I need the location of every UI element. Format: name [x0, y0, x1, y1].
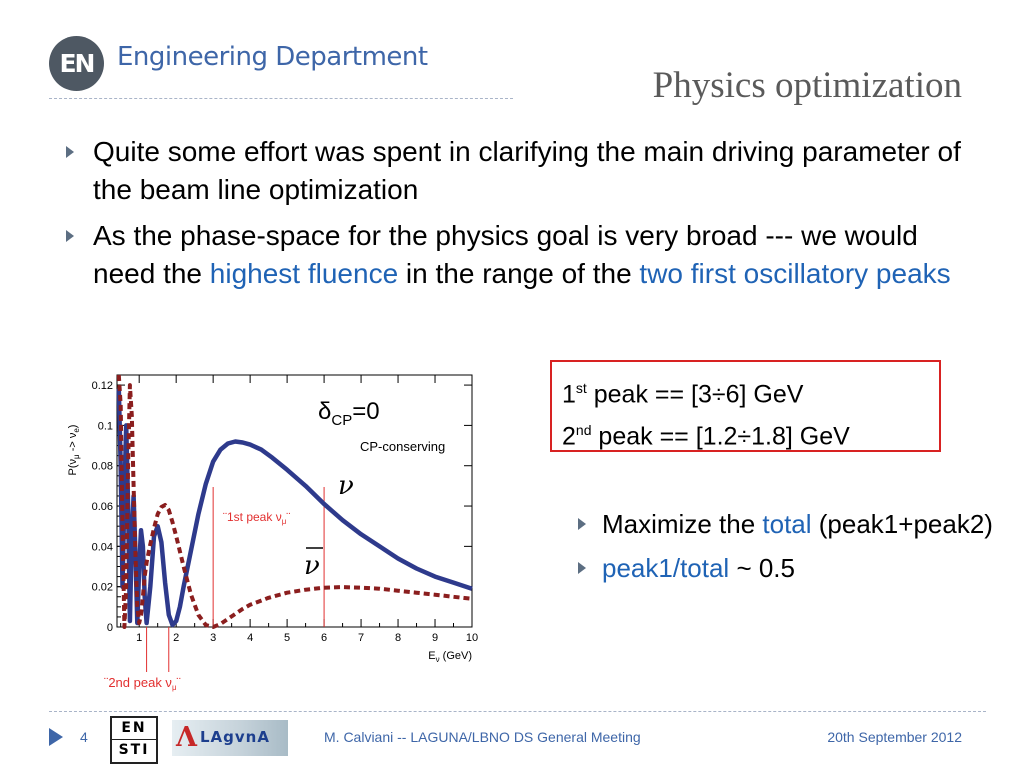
bullet-arrow-icon	[578, 518, 586, 530]
bullet-item: peak1/total ~ 0.5	[574, 550, 994, 586]
bullet-text: in the range of the	[398, 258, 640, 289]
header-divider	[49, 98, 513, 99]
y-tick-label: 0.1	[98, 420, 113, 432]
highlighted-text: total	[762, 509, 812, 539]
nu-symbol: ν	[338, 471, 354, 501]
footer-divider	[49, 711, 986, 712]
antineutrino-curve	[116, 374, 473, 629]
y-tick-label: 0.06	[92, 501, 113, 513]
x-tick-label: 4	[247, 632, 253, 644]
y-tick-label: 0.02	[92, 582, 113, 594]
en-sti-logo: EN STI	[110, 716, 158, 764]
peak2-label: ¨2nd peak νμ¨	[104, 675, 181, 692]
delta-cp-label: δCP=0	[318, 398, 380, 429]
footer-presenter: M. Calviani -- LAGUNA/LBNO DS General Me…	[324, 729, 641, 745]
y-tick-label: 0	[107, 622, 113, 634]
en-logo: EN	[49, 36, 104, 91]
slide-title: Physics optimization	[652, 65, 962, 106]
highlighted-text: peak1/total	[602, 553, 730, 583]
highlighted-text: two first oscillatory peaks	[639, 258, 951, 289]
bullet-text: Quite some effort was spent in clarifyin…	[93, 136, 961, 205]
highlighted-text: highest fluence	[209, 258, 399, 289]
cp-conserving-label: CP-conserving	[360, 439, 445, 454]
x-tick-label: 3	[210, 632, 216, 644]
footer-date: 20th September 2012	[827, 729, 962, 745]
main-bullet-list: Quite some effort was spent in clarifyin…	[62, 133, 982, 301]
bullet-text: ~ 0.5	[729, 553, 795, 583]
nubar-symbol: ν	[304, 551, 320, 581]
bullet-text: Maximize the	[602, 509, 763, 539]
x-tick-label: 1	[136, 632, 142, 644]
plot-frame	[116, 374, 473, 628]
bullet-text: As the phase-space for the physics goal …	[93, 220, 918, 289]
y-tick-label: 0.08	[92, 461, 113, 473]
bullet-item: Maximize the total (peak1+peak2)	[574, 506, 994, 542]
footer-arrow-icon	[49, 728, 63, 746]
x-tick-label: 10	[466, 632, 478, 644]
y-axis-label: P(νμ -> νe)	[67, 425, 81, 476]
bullet-item: Quite some effort was spent in clarifyin…	[62, 133, 982, 209]
x-tick-label: 9	[432, 632, 438, 644]
x-tick-label: 2	[173, 632, 179, 644]
x-axis-label: Eν (GeV)	[428, 650, 472, 664]
secondary-bullet-list: Maximize the total (peak1+peak2) peak1/to…	[574, 506, 994, 594]
y-tick-label: 0.04	[92, 541, 113, 553]
y-tick-label: 0.12	[92, 380, 113, 392]
bullet-arrow-icon	[578, 562, 586, 574]
peak2-range: 2nd peak == [1.2÷1.8] GeV	[562, 422, 850, 451]
oscillation-probability-chart: 1 2 3 4 5 6 7 8 9 10 0 0.02 0.04 0.06 0.08 0.1 0.12 P(νμ …	[67, 374, 478, 692]
bullet-arrow-icon	[66, 230, 74, 242]
x-tick-label: 8	[395, 632, 401, 644]
peak1-label: ¨1st peak νμ¨	[223, 510, 290, 526]
department-name: Engineering Department	[117, 42, 428, 72]
peak-ranges-box: 1st peak == [3÷6] GeV 2nd peak == [1.2÷1…	[550, 360, 941, 452]
peak1-range: 1st peak == [3÷6] GeV	[562, 380, 804, 409]
page-number: 4	[80, 729, 88, 745]
laguna-logo: Λ LAgvnA	[172, 720, 288, 756]
x-tick-label: 7	[358, 632, 364, 644]
x-tick-label: 5	[284, 632, 290, 644]
bullet-arrow-icon	[66, 146, 74, 158]
bullet-item: As the phase-space for the physics goal …	[62, 217, 982, 293]
x-tick-label: 6	[321, 632, 327, 644]
bullet-text: (peak1+peak2)	[811, 509, 993, 539]
